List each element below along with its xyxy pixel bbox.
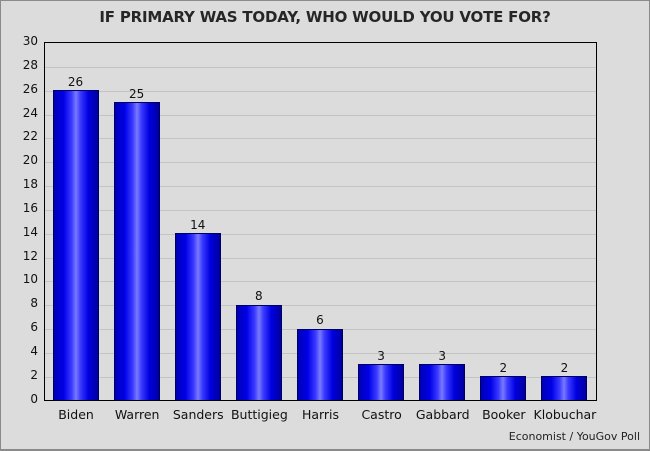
value-label: 26 xyxy=(67,74,84,89)
bar-castro xyxy=(358,364,405,400)
gridline xyxy=(45,257,596,259)
gridline xyxy=(45,233,596,235)
y-tick-label: 10 xyxy=(22,272,38,287)
x-tick-label: Booker xyxy=(482,407,526,422)
y-tick-label: 30 xyxy=(22,34,38,48)
bar-booker xyxy=(480,376,527,400)
gridline xyxy=(45,66,596,68)
y-tick-label: 4 xyxy=(30,343,38,358)
x-tick-label: Harris xyxy=(301,407,340,422)
gridline xyxy=(45,281,596,283)
gridline xyxy=(45,114,596,116)
gridline xyxy=(45,90,596,92)
bar-warren xyxy=(113,102,160,400)
y-tick-label: 20 xyxy=(22,153,38,168)
gridline xyxy=(45,186,596,187)
x-tick-label: Gabbard xyxy=(415,407,470,422)
x-tick-label: Sanders xyxy=(172,407,224,422)
y-tick-label: 22 xyxy=(22,129,38,144)
value-label: 2 xyxy=(560,360,569,375)
y-tick-label: 28 xyxy=(22,57,38,72)
bar-gabbard xyxy=(419,364,466,400)
value-label: 2 xyxy=(499,360,508,375)
bar-harris xyxy=(297,328,343,400)
plot-area: 26 25 14 8 6 3 3 2 2 xyxy=(44,42,597,401)
bar-sanders xyxy=(174,233,221,400)
x-tick-label: Klobuchar xyxy=(533,407,597,422)
x-tick-label: Warren xyxy=(114,407,160,422)
y-tick-label: 12 xyxy=(22,248,38,263)
y-tick-label: 0 xyxy=(30,391,38,406)
y-tick-label: 26 xyxy=(22,81,38,96)
x-tick-label: Buttigieg xyxy=(230,407,288,422)
value-label: 3 xyxy=(438,348,447,363)
gridline xyxy=(45,162,596,164)
gridline xyxy=(45,209,596,211)
y-tick-label: 16 xyxy=(22,200,38,215)
bar-biden xyxy=(52,90,99,400)
value-label: 25 xyxy=(129,86,145,101)
source-annotation: Economist / YouGov Poll xyxy=(508,430,640,443)
y-tick-label: 18 xyxy=(22,177,38,191)
x-tick-label: Castro xyxy=(361,407,402,422)
y-tick-label: 14 xyxy=(22,224,38,239)
y-tick-label: 6 xyxy=(30,320,38,334)
value-label: 3 xyxy=(377,348,385,363)
x-tick-label: Biden xyxy=(58,407,94,422)
bar-klobuchar xyxy=(541,376,588,400)
y-tick-label: 8 xyxy=(30,296,38,311)
y-tick-label: 24 xyxy=(22,105,38,120)
value-label: 14 xyxy=(190,217,206,232)
chart-title: IF PRIMARY WAS TODAY, WHO WOULD YOU VOTE… xyxy=(99,8,551,26)
value-label: 6 xyxy=(316,313,324,327)
y-tick-label: 2 xyxy=(30,367,38,382)
gridline xyxy=(45,305,596,307)
gridline xyxy=(45,138,596,140)
bar-buttigieg xyxy=(235,304,282,400)
value-label: 8 xyxy=(255,289,263,304)
